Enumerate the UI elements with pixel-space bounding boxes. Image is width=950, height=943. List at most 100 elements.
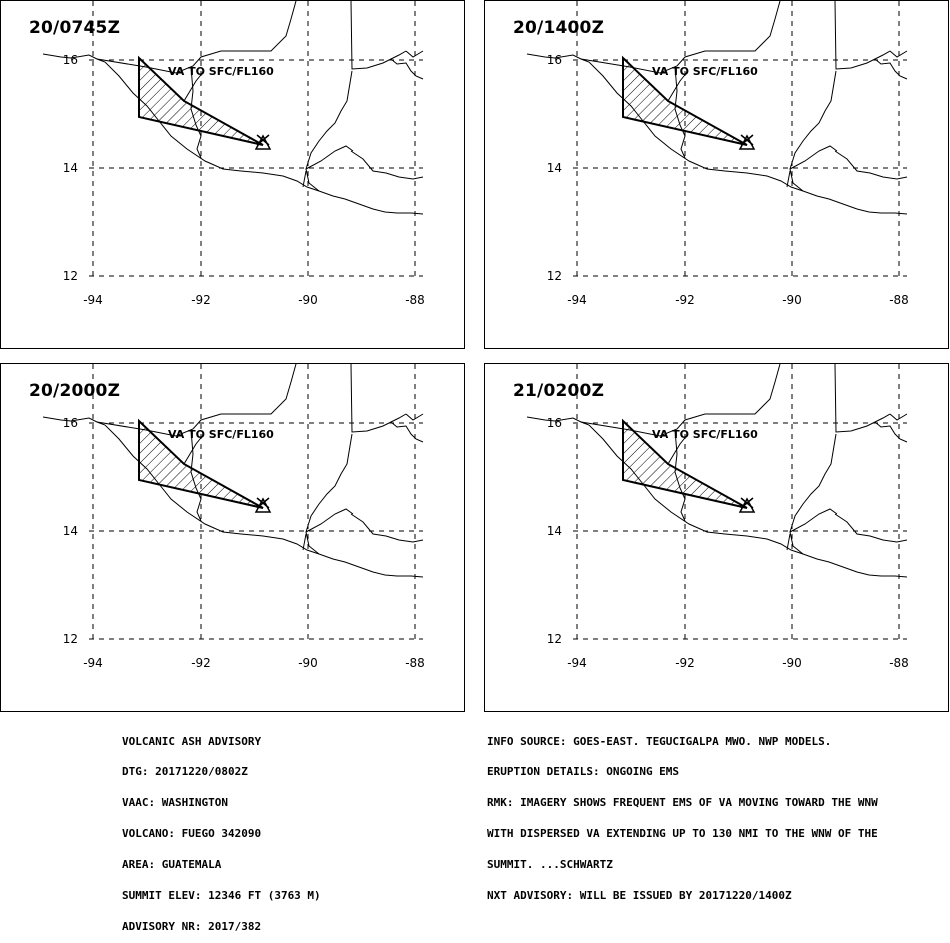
country-border — [580, 1, 781, 74]
country-border — [96, 364, 297, 437]
map-panel-2: 20/1400Z VA TO SFC/FL160 16 14 12 -94 -92 -90 -8… — [484, 0, 949, 349]
latitude-label: 14 — [546, 524, 562, 538]
geography — [42, 364, 424, 578]
coastline — [789, 70, 837, 192]
latitude-label: 16 — [62, 53, 78, 67]
longitude-label: -90 — [298, 656, 318, 670]
longitude-label: -92 — [191, 293, 211, 307]
longitude-label: -94 — [567, 656, 587, 670]
graticule — [89, 1, 423, 281]
longitude-label: -94 — [83, 656, 103, 670]
advisory-line: INFO SOURCE: GOES-EAST. TEGUCIGALPA MWO.… — [487, 734, 832, 748]
country-border — [786, 533, 791, 551]
coastline — [390, 421, 424, 443]
longitude-label: -88 — [889, 656, 909, 670]
map-canvas — [42, 364, 424, 644]
advisory-line: ADVISORY NR: 2017/382 — [122, 919, 262, 933]
longitude-label: -94 — [83, 293, 103, 307]
advisory-line: WITH DISPERSED VA EXTENDING UP TO 130 NM… — [487, 827, 878, 841]
panel-title: 20/2000Z — [29, 381, 121, 401]
country-border — [350, 513, 424, 543]
label-leader-line — [183, 70, 205, 102]
map-canvas — [526, 1, 908, 281]
country-border — [305, 508, 354, 533]
country-border — [350, 364, 407, 433]
map-panel-4: 21/0200Z VA TO SFC/FL160 16 14 12 -94 -92 -90 -8… — [484, 363, 949, 712]
advisory-line: SUMMIT. ...SCHWARTZ — [487, 858, 613, 872]
latitude-label: 16 — [62, 416, 78, 430]
advisory-line: DTG: 20171220/0802Z — [122, 765, 248, 779]
label-leader-line — [183, 433, 205, 465]
ash-cloud-polygon — [622, 418, 748, 509]
graticule — [89, 364, 423, 644]
va-height-label: VA TO SFC/FL160 — [652, 428, 758, 441]
geography — [42, 1, 424, 215]
country-border — [786, 170, 791, 188]
geography — [526, 1, 908, 215]
coastline — [390, 58, 424, 80]
advisory-line: NXT ADVISORY: WILL BE ISSUED BY 20171220… — [487, 889, 792, 903]
longitude-label: -94 — [567, 293, 587, 307]
longitude-label: -92 — [675, 293, 695, 307]
country-border — [580, 364, 781, 437]
map-panel-1: 20/0745Z VA TO SFC/FL160 16 14 12 -94 -92 -90 -8… — [0, 0, 465, 349]
coastline — [305, 433, 353, 555]
coastline — [42, 416, 424, 578]
coastline — [874, 421, 908, 443]
coastline — [305, 70, 353, 192]
longitude-label: -90 — [782, 656, 802, 670]
panel-title: 20/1400Z — [513, 18, 605, 38]
graticule — [573, 1, 907, 281]
latitude-label: 12 — [62, 632, 78, 646]
latitude-label: 16 — [546, 416, 562, 430]
country-border — [889, 413, 908, 421]
country-border — [889, 50, 908, 58]
coastline — [526, 416, 908, 578]
coastline — [789, 433, 837, 555]
latitude-label: 14 — [62, 161, 78, 175]
ash-cloud-polygon — [138, 55, 264, 146]
country-border — [789, 145, 838, 170]
country-border — [834, 150, 908, 180]
latitude-label: 12 — [546, 269, 562, 283]
advisory-text-right: INFO SOURCE: GOES-EAST. TEGUCIGALPA MWO.… — [487, 716, 878, 912]
advisory-line: VAAC: WASHINGTON — [122, 796, 228, 810]
country-border — [302, 533, 307, 551]
volcano-triangle-icon — [254, 497, 272, 513]
map-canvas — [42, 1, 424, 281]
volcano-triangle-icon — [254, 134, 272, 150]
country-border — [405, 50, 424, 58]
country-border — [834, 513, 908, 543]
coastline — [874, 58, 908, 80]
advisory-line: RMK: IMAGERY SHOWS FREQUENT EMS OF VA MO… — [487, 796, 878, 810]
label-leader-line — [667, 433, 689, 465]
ash-cloud-polygon — [622, 55, 748, 146]
country-border — [834, 364, 891, 433]
map-canvas — [526, 364, 908, 644]
latitude-label: 12 — [62, 269, 78, 283]
longitude-label: -88 — [405, 293, 425, 307]
longitude-label: -90 — [298, 293, 318, 307]
latitude-label: 14 — [62, 524, 78, 538]
advisory-line: SUMMIT ELEV: 12346 FT (3763 M) — [122, 889, 321, 903]
advisory-line: VOLCANIC ASH ADVISORY — [122, 734, 262, 748]
latitude-label: 14 — [546, 161, 562, 175]
volcano-triangle-icon — [738, 134, 756, 150]
country-border — [834, 1, 891, 70]
map-panel-3: 20/2000Z VA TO SFC/FL160 16 14 12 -94 -92 -90 -8… — [0, 363, 465, 712]
advisory-text-left: VOLCANIC ASH ADVISORY DTG: 20171220/0802… — [122, 716, 321, 943]
longitude-label: -90 — [782, 293, 802, 307]
advisory-line: ERUPTION DETAILS: ONGOING EMS — [487, 765, 680, 779]
advisory-line: AREA: GUATEMALA — [122, 858, 222, 872]
va-height-label: VA TO SFC/FL160 — [652, 65, 758, 78]
longitude-label: -88 — [889, 293, 909, 307]
country-border — [350, 150, 424, 180]
ash-cloud-polygon — [138, 418, 264, 509]
country-border — [350, 1, 407, 70]
country-border — [96, 1, 297, 74]
longitude-label: -88 — [405, 656, 425, 670]
country-border — [405, 413, 424, 421]
advisory-line: VOLCANO: FUEGO 342090 — [122, 827, 262, 841]
panel-title: 21/0200Z — [513, 381, 605, 401]
latitude-label: 12 — [546, 632, 562, 646]
